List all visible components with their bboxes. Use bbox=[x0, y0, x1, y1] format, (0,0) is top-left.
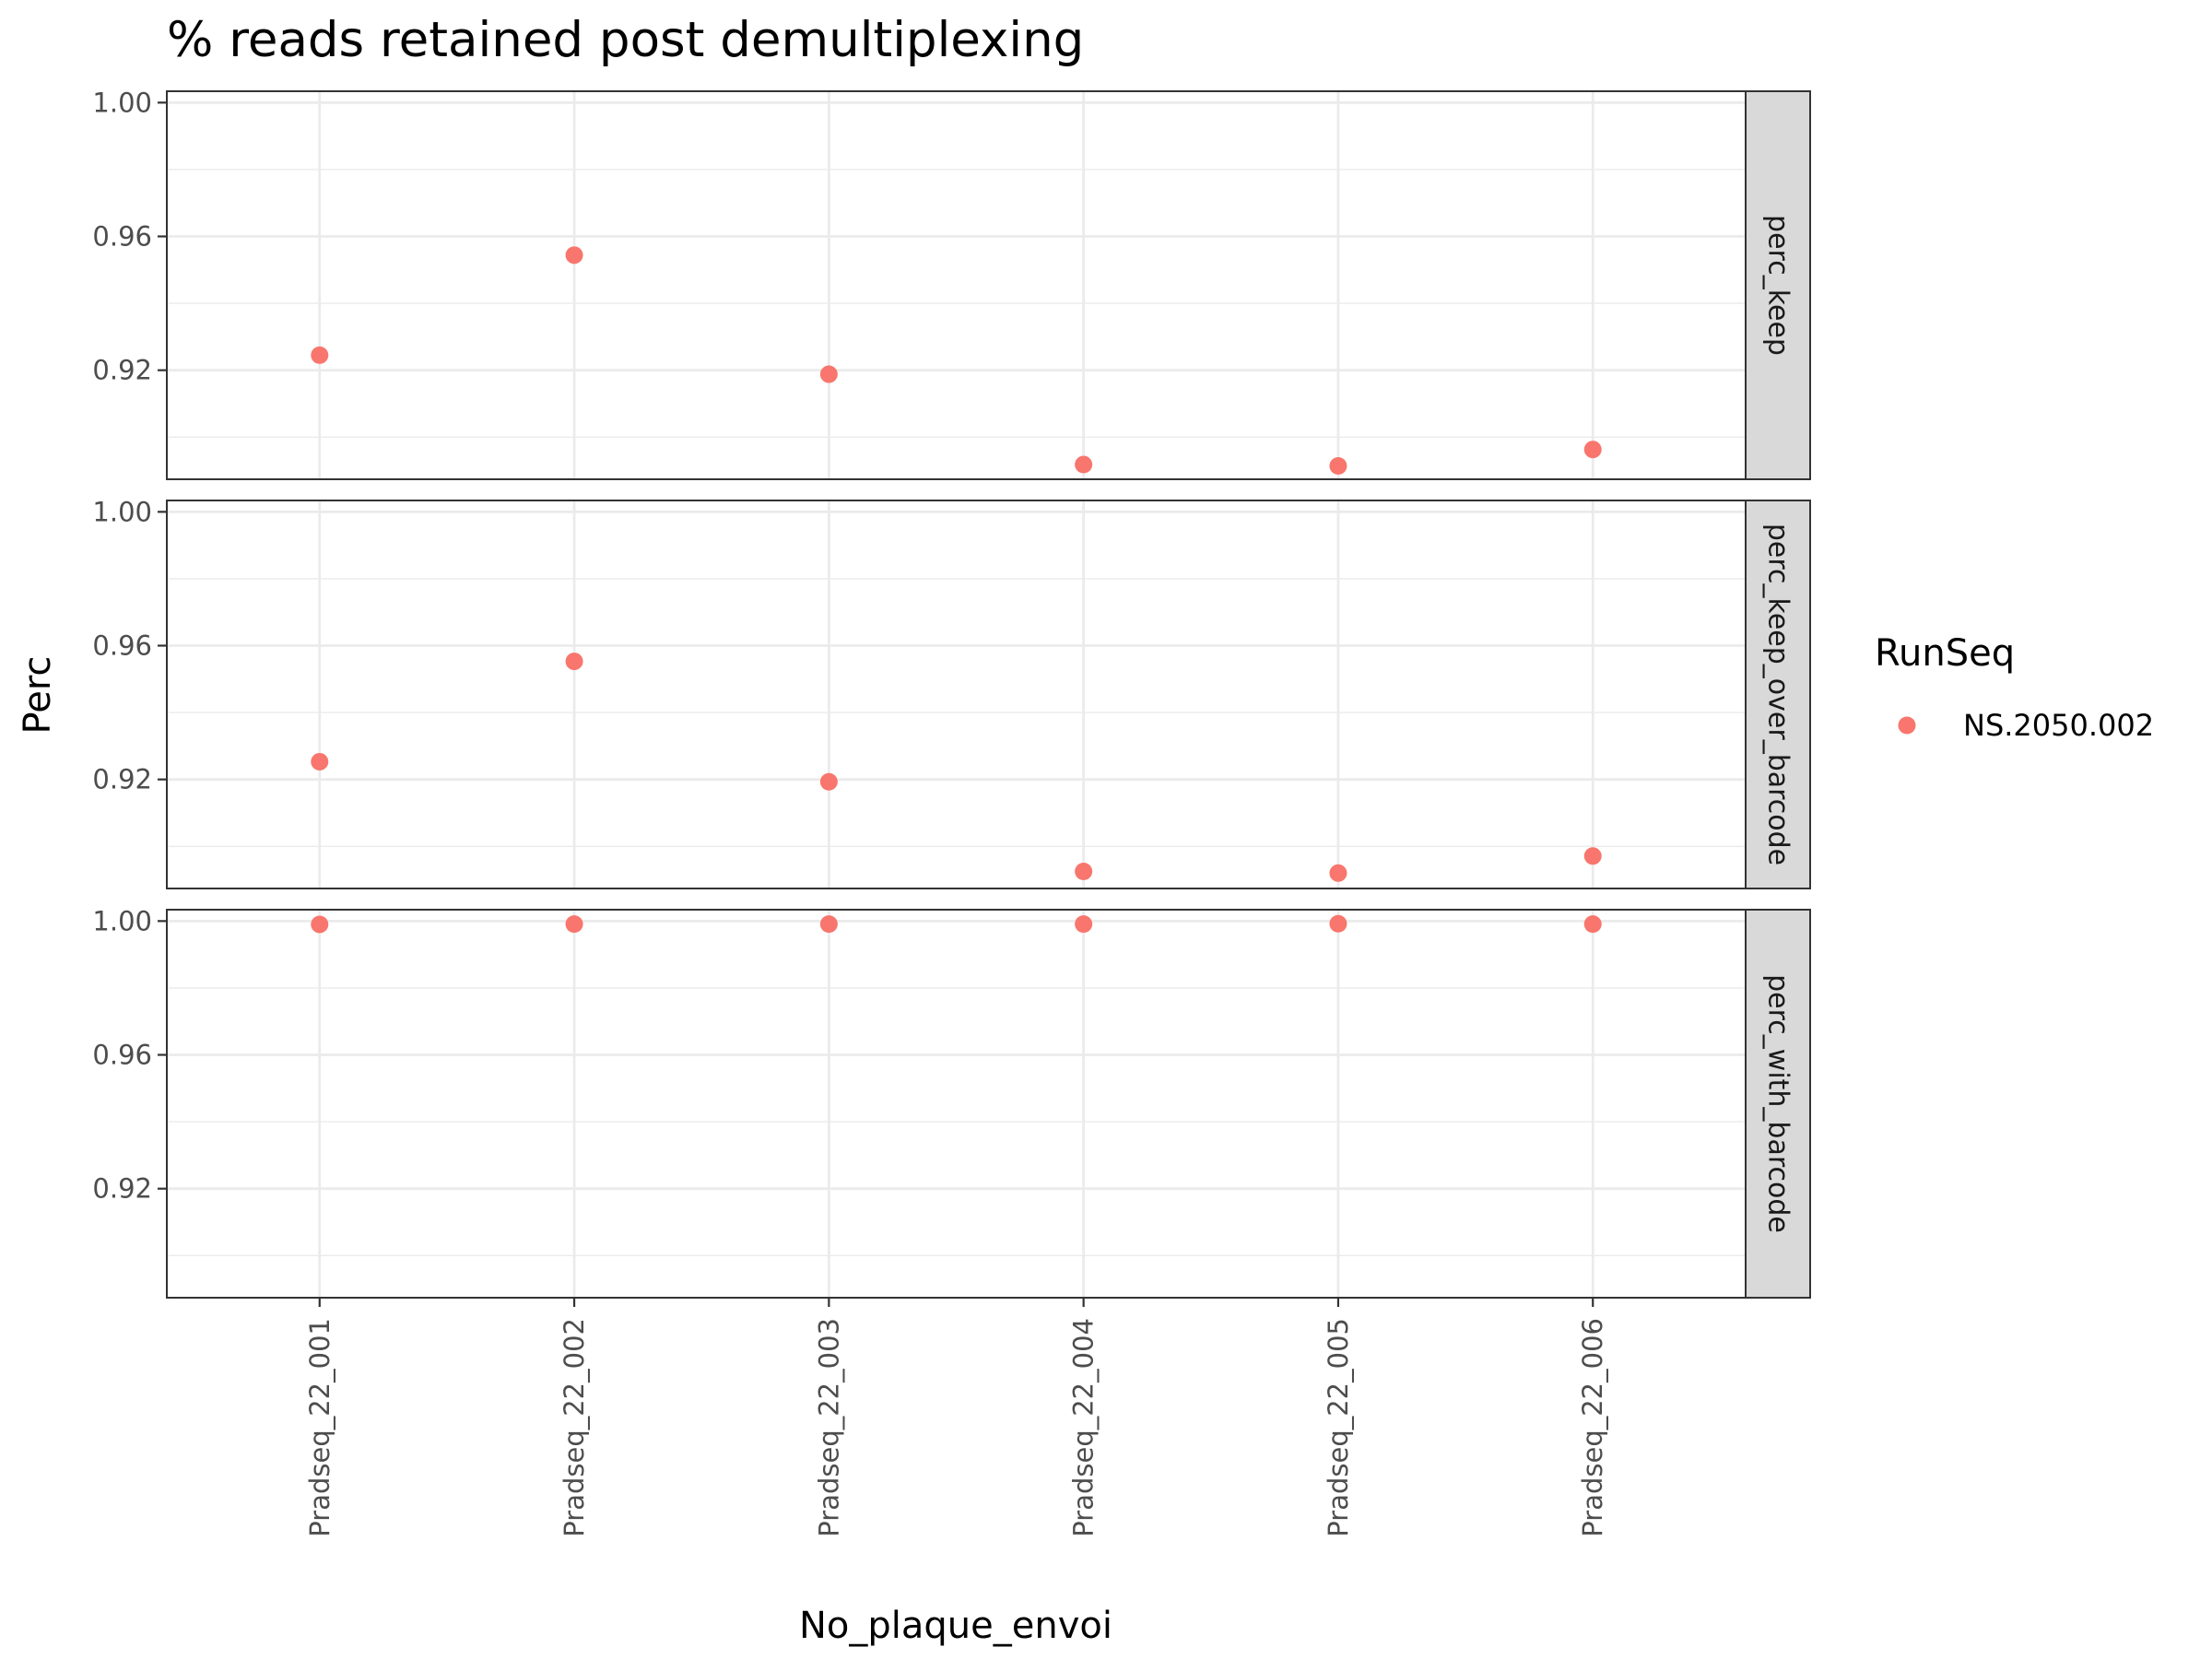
data-point bbox=[1583, 441, 1602, 459]
panel-background bbox=[167, 500, 1746, 888]
y-tick-label: 0.92 bbox=[92, 355, 152, 386]
x-tick-label: Pradseq_22_006 bbox=[1577, 1318, 1608, 1537]
y-tick-label: 0.92 bbox=[92, 1173, 152, 1205]
facet-strip bbox=[1745, 90, 1811, 480]
x-tick-label: Pradseq_22_004 bbox=[1068, 1318, 1100, 1537]
facet-panel-1: 0.92 0.96 1.00 perc_keep bbox=[92, 87, 1811, 480]
y-tick-label: 1.00 bbox=[92, 87, 152, 118]
data-point bbox=[1075, 915, 1093, 934]
data-point bbox=[565, 246, 583, 265]
chart-title: % reads retained post demultiplexing bbox=[167, 12, 1084, 68]
facet-strip-label: perc_keep_over_barcode bbox=[1762, 524, 1794, 865]
x-tick-label: Pradseq_22_003 bbox=[813, 1318, 844, 1537]
y-tick-label: 0.92 bbox=[92, 764, 152, 795]
legend: RunSeq NS.2050.002 bbox=[1875, 632, 2154, 743]
facet-panel-2: 0.92 0.96 1.00 perc_keep_over_barcode bbox=[92, 496, 1811, 889]
y-tick-label: 1.00 bbox=[92, 905, 152, 936]
x-tick-label: Pradseq_22_005 bbox=[1323, 1318, 1354, 1537]
facet-strip bbox=[1745, 909, 1811, 1299]
facet-strip bbox=[1745, 500, 1811, 889]
data-point bbox=[819, 915, 838, 934]
data-point bbox=[1329, 864, 1347, 882]
panel-background bbox=[167, 910, 1746, 1298]
x-axis-title: No_plaque_envoi bbox=[799, 1605, 1112, 1647]
data-point bbox=[311, 915, 329, 934]
data-point bbox=[819, 772, 838, 791]
data-point bbox=[565, 915, 583, 934]
y-tick-label: 0.96 bbox=[92, 1040, 152, 1071]
data-point bbox=[1583, 915, 1602, 934]
legend-key-point bbox=[1898, 716, 1916, 735]
facet-strip-label: perc_with_barcode bbox=[1762, 974, 1794, 1233]
y-tick-label: 0.96 bbox=[92, 630, 152, 662]
x-axis: Pradseq_22_001 Pradseq_22_002 Pradseq_22_0… bbox=[304, 1298, 1608, 1537]
facet-panel-3: 0.92 0.96 1.00 perc_with_barcode bbox=[92, 905, 1811, 1299]
data-point bbox=[311, 346, 329, 364]
panel-background bbox=[167, 91, 1746, 479]
data-point bbox=[1075, 862, 1093, 880]
data-point bbox=[1329, 914, 1347, 933]
data-point bbox=[1583, 847, 1602, 865]
facet-panels: 0.92 0.96 1.00 perc_keep 0.92 0.96 1.00 perc_ke… bbox=[92, 87, 1811, 1299]
x-tick-label: Pradseq_22_002 bbox=[559, 1318, 590, 1537]
y-tick-label: 0.96 bbox=[92, 221, 152, 253]
facet-strip-label: perc_keep bbox=[1762, 215, 1794, 356]
data-point bbox=[819, 365, 838, 383]
x-tick-label: Pradseq_22_001 bbox=[304, 1318, 335, 1537]
data-point bbox=[1329, 456, 1347, 475]
y-tick-label: 1.00 bbox=[92, 496, 152, 527]
legend-title: RunSeq bbox=[1875, 632, 2015, 675]
data-point bbox=[1075, 455, 1093, 474]
legend-item-label: NS.2050.002 bbox=[1963, 708, 2154, 743]
data-point bbox=[311, 752, 329, 771]
data-point bbox=[565, 653, 583, 671]
y-axis-title: Perc bbox=[17, 656, 59, 735]
